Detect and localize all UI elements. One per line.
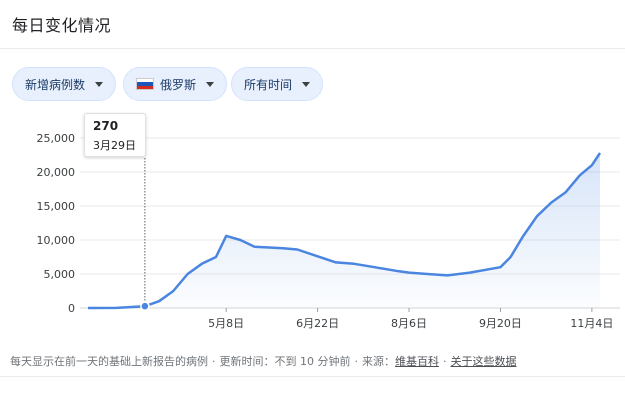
metric-label: 新增病例数	[25, 77, 86, 92]
dropdown-arrow-icon	[302, 81, 311, 87]
x-tick-label: 11月4日	[570, 317, 613, 330]
divider	[0, 376, 625, 377]
metric-dropdown[interactable]: 新增病例数	[12, 67, 117, 101]
range-label: 所有时间	[244, 77, 293, 92]
russia-flag-icon	[136, 78, 154, 90]
tooltip-date: 3月29日	[93, 139, 136, 152]
y-tick-label: 25,000	[37, 132, 76, 145]
y-tick-label: 0	[68, 302, 75, 315]
cases-chart[interactable]: 0 5,000 10,000 15,000 20,000 25,000 5月8日 6月22日…	[0, 110, 625, 340]
y-tick-label: 15,000	[37, 200, 76, 213]
x-tick-label: 6月22日	[296, 317, 339, 330]
y-tick-label: 10,000	[37, 234, 76, 247]
country-label: 俄罗斯	[160, 77, 197, 92]
source-link[interactable]: 维基百科	[395, 355, 439, 368]
y-tick-label: 5,000	[44, 268, 76, 281]
series-area	[88, 153, 600, 308]
dropdown-arrow-icon	[95, 81, 104, 87]
hover-point	[140, 301, 150, 311]
dropdown-arrow-icon	[206, 81, 215, 87]
footer-updated: 更新时间：不到 10 分钟前	[219, 355, 351, 368]
divider	[0, 48, 625, 49]
country-dropdown[interactable]: 俄罗斯	[123, 67, 228, 101]
about-data-link[interactable]: 关于这些数据	[450, 355, 517, 368]
chart-tooltip: 270 3月29日	[84, 113, 146, 157]
x-tick-label: 5月8日	[208, 317, 244, 330]
range-dropdown[interactable]: 所有时间	[231, 67, 324, 101]
series-line	[87, 152, 602, 310]
footer: 每天显示在前一天的基础上新报告的病例 · 更新时间：不到 10 分钟前 · 来源：维基百…	[10, 355, 517, 368]
footer-source-label: 来源：	[362, 355, 395, 368]
tooltip-value: 270	[93, 119, 119, 133]
y-tick-label: 20,000	[37, 166, 76, 179]
page-title: 每日变化情况	[12, 16, 112, 35]
x-tick-label: 8月6日	[391, 317, 427, 330]
footer-note: 每天显示在前一天的基础上新报告的病例	[10, 355, 208, 368]
x-tick-label: 9月20日	[479, 317, 522, 330]
